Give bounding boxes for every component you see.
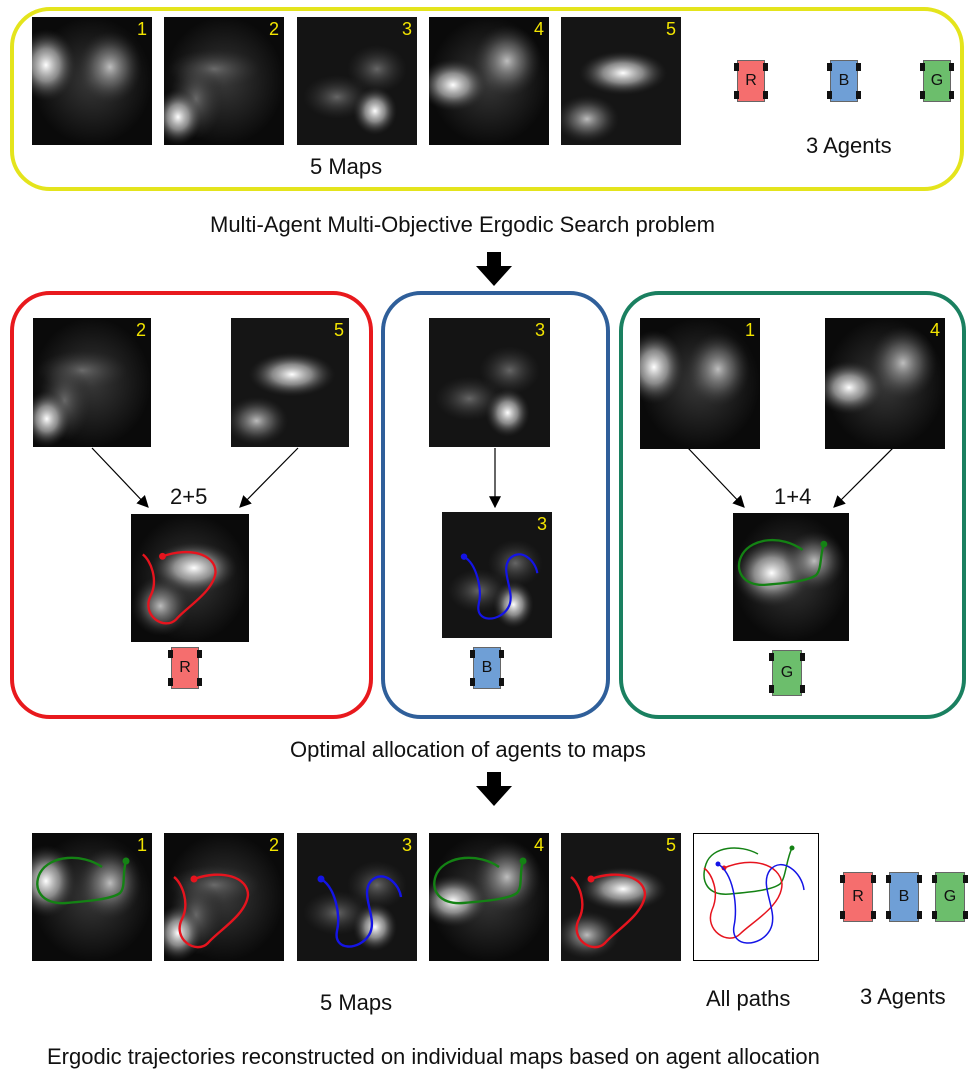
map-4-top: 4 — [429, 17, 549, 145]
heatmap-4 — [429, 17, 549, 145]
heatmap-2 — [164, 17, 284, 145]
agents-label-top: 3 Agents — [806, 133, 892, 158]
map-3-bottom: 3 — [297, 833, 417, 961]
map-number: 4 — [533, 19, 544, 39]
map-5-red: 5 — [231, 318, 349, 447]
combined-label-green: 1+4 — [774, 484, 812, 509]
agent-red-bottom: R — [840, 872, 876, 922]
red-agent-box — [10, 291, 373, 719]
agent-blue-bottom: B — [886, 872, 922, 922]
map-number: 2 — [268, 19, 279, 39]
heatmap-4 — [825, 318, 945, 449]
map-1-green: 1 — [640, 318, 760, 449]
heatmap-3 — [297, 833, 417, 961]
map-5-top: 5 — [561, 17, 681, 145]
map-number: 3 — [401, 19, 412, 39]
trajectory-red — [142, 550, 217, 625]
heatmap-1 — [32, 17, 152, 145]
agent-green-bottom: G — [932, 872, 968, 922]
trajectory-green — [433, 856, 527, 905]
green-agent-box — [619, 291, 966, 719]
map-5-bottom: 5 — [561, 833, 681, 961]
map-number: 2 — [135, 320, 146, 340]
map-3-blue: 3 — [429, 318, 550, 447]
combined-map-blue: 3 — [442, 512, 552, 638]
map-3-top: 3 — [297, 17, 417, 145]
all-paths-panel — [693, 833, 819, 961]
problem-caption: Multi-Agent Multi-Objective Ergodic Sear… — [210, 212, 715, 237]
map-2-bottom: 2 — [164, 833, 284, 961]
map-number: 2 — [268, 835, 279, 855]
reconstruction-caption: Ergodic trajectories reconstructed on in… — [47, 1044, 820, 1069]
maps-label-top: 5 Maps — [310, 154, 383, 179]
trajectory-green — [737, 538, 828, 586]
heatmap-5 — [561, 17, 681, 145]
map-number: 5 — [333, 320, 344, 340]
map-number: 3 — [534, 320, 545, 340]
trajectory-green — [36, 856, 130, 905]
agent-green-mid: G — [769, 650, 805, 696]
map-1-top: 1 — [32, 17, 152, 145]
map-number: 4 — [929, 320, 940, 340]
map-number: 3 — [536, 514, 547, 534]
map-2-top: 2 — [164, 17, 284, 145]
heatmap-5 — [231, 318, 349, 447]
trajectory-red — [173, 873, 250, 949]
heatmap-2 — [33, 318, 151, 447]
allocation-caption: Optimal allocation of agents to maps — [290, 737, 646, 762]
map-number: 3 — [401, 835, 412, 855]
map-4-green: 4 — [825, 318, 945, 449]
agent-green-top: G — [920, 60, 954, 102]
all-paths-plot — [703, 845, 805, 944]
map-1-bottom: 1 — [32, 833, 152, 961]
down-arrow-icon — [476, 772, 512, 806]
agent-red-mid: R — [168, 647, 202, 689]
heatmap-1 — [640, 318, 760, 449]
agent-blue-mid: B — [470, 647, 504, 689]
trajectory-blue — [317, 875, 403, 948]
down-arrow-icon — [476, 252, 512, 286]
map-number: 5 — [665, 19, 676, 39]
agent-red-top: R — [734, 60, 768, 102]
map-number: 5 — [665, 835, 676, 855]
combined-map-green — [733, 513, 849, 641]
map-number: 4 — [533, 835, 544, 855]
agent-blue-top: B — [827, 60, 861, 102]
map-2-red: 2 — [33, 318, 151, 447]
all-paths-label: All paths — [706, 986, 791, 1011]
blue-agent-box — [381, 291, 610, 719]
agents-label-bottom: 3 Agents — [860, 984, 946, 1009]
map-number: 1 — [744, 320, 755, 340]
maps-label-bottom: 5 Maps — [320, 990, 393, 1015]
combined-map-red — [131, 514, 249, 642]
trajectory-red — [570, 873, 647, 949]
problem-box — [10, 7, 964, 191]
map-number: 1 — [136, 835, 147, 855]
trajectory-blue — [460, 553, 539, 620]
combined-label-red: 2+5 — [170, 484, 208, 509]
map-4-bottom: 4 — [429, 833, 549, 961]
map-number: 1 — [136, 19, 147, 39]
heatmap-3 — [297, 17, 417, 145]
heatmap-3 — [429, 318, 550, 447]
